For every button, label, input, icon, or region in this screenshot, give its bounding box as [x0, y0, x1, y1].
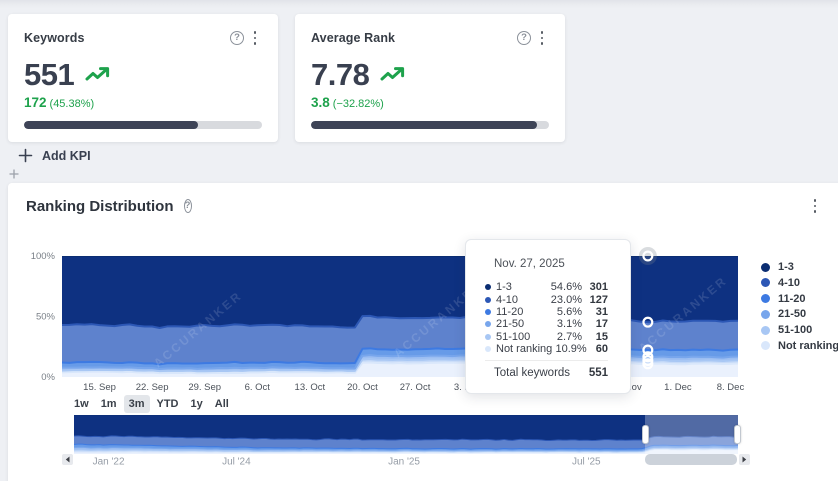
- kpi-help-button[interactable]: ?: [228, 29, 246, 47]
- tooltip-row: 4-10 23.0% 127: [485, 293, 608, 306]
- kpi-title: Keywords: [24, 31, 85, 45]
- series-dot: [485, 308, 491, 315]
- series-dot: [485, 321, 491, 328]
- help-icon: ?: [517, 31, 531, 45]
- kpi-progress-fill: [24, 121, 198, 129]
- svg-text:20. Oct: 20. Oct: [347, 382, 378, 393]
- kpi-progress-fill: [311, 121, 538, 129]
- trend-up-icon: [85, 66, 110, 80]
- series-dot: [485, 296, 491, 303]
- kpi-help-button[interactable]: ?: [515, 29, 533, 47]
- scroll-left-button[interactable]: [62, 454, 73, 465]
- top-shadow: [0, 0, 838, 9]
- kebab-icon: [253, 31, 257, 45]
- kpi-card-keywords: Keywords ? 551 172 (45.38%): [8, 14, 278, 142]
- svg-text:22. Sep: 22. Sep: [136, 382, 169, 393]
- kpi-delta: 3.8: [311, 95, 330, 110]
- scroll-right-button[interactable]: [739, 454, 750, 465]
- svg-text:Jan '22: Jan '22: [93, 457, 125, 468]
- chart-tooltip: Nov. 27, 2025 1-3 54.6% 301 4-10 23.0% 1…: [465, 239, 631, 394]
- legend-item-11-20[interactable]: 11-20: [761, 293, 838, 305]
- svg-text:27. Oct: 27. Oct: [400, 382, 431, 393]
- svg-text:Jul '25: Jul '25: [572, 457, 601, 468]
- range-1m-button[interactable]: 1m: [96, 395, 122, 413]
- tooltip-row: 51-100 2.7% 15: [485, 331, 608, 343]
- legend-dot: [761, 325, 770, 335]
- range-all-button[interactable]: All: [210, 395, 234, 413]
- series-dot: [485, 346, 491, 353]
- tooltip-row: 11-20 5.6% 31: [485, 306, 608, 318]
- panel-help-button[interactable]: ?: [174, 197, 192, 215]
- legend-item-not-ranking[interactable]: Not ranking: [761, 340, 838, 352]
- svg-text:13. Oct: 13. Oct: [295, 382, 326, 393]
- svg-text:29. Sep: 29. Sep: [188, 382, 221, 393]
- kpi-menu-button[interactable]: [533, 29, 551, 47]
- add-widget-button[interactable]: [9, 166, 19, 179]
- legend-dot: [761, 294, 770, 304]
- kebab-icon: [813, 199, 817, 213]
- svg-text:100%: 100%: [31, 251, 56, 262]
- svg-text:1. Dec: 1. Dec: [664, 382, 692, 393]
- kpi-value: 551: [24, 57, 75, 92]
- range-1y-button[interactable]: 1y: [186, 395, 208, 413]
- kpi-title: Average Rank: [311, 31, 396, 45]
- kebab-icon: [540, 31, 544, 45]
- navigator-selection[interactable]: [645, 414, 738, 454]
- scrollbar-thumb[interactable]: [645, 454, 737, 465]
- tooltip-total-row: Total keywords 551: [494, 367, 608, 380]
- kpi-menu-button[interactable]: [246, 29, 264, 47]
- legend-dot: [761, 309, 770, 319]
- svg-text:8. Dec: 8. Dec: [717, 382, 745, 393]
- kpi-progress-bar: [24, 121, 262, 129]
- legend-item-1-3[interactable]: 1-3: [761, 261, 838, 273]
- plus-icon: [18, 148, 33, 163]
- kpi-delta: 172: [24, 95, 47, 110]
- tooltip-divider: [485, 360, 608, 362]
- tooltip-row: 1-3 54.6% 301: [485, 281, 608, 293]
- chart-legend: 1-3 4-10 11-20 21-50 51-100 Not ranking: [761, 261, 838, 352]
- range-3m-button[interactable]: 3m: [123, 395, 150, 413]
- navigator-right-handle[interactable]: [734, 425, 741, 444]
- kpi-progress-bar: [311, 121, 549, 129]
- legend-item-51-100[interactable]: 51-100: [761, 324, 838, 336]
- legend-item-4-10[interactable]: 4-10: [761, 277, 838, 289]
- svg-text:6. Oct: 6. Oct: [245, 382, 271, 393]
- legend-dot: [761, 341, 770, 351]
- add-kpi-label: Add KPI: [42, 148, 91, 163]
- navigator-left-handle[interactable]: [642, 425, 649, 444]
- kpi-delta-pct: (−32.82%): [332, 98, 384, 110]
- svg-text:Jul '24: Jul '24: [222, 457, 251, 468]
- arrow-left-icon: [65, 456, 70, 463]
- help-icon: ?: [183, 199, 192, 213]
- legend-dot: [761, 262, 770, 272]
- kpi-delta-pct: (45.38%): [49, 98, 95, 110]
- ranking-distribution-panel: ACCURANKER ACCURANKER ACCURANKER 100% 50% 0% 1…: [8, 183, 838, 481]
- help-icon: ?: [230, 31, 244, 45]
- range-ytd-button[interactable]: YTD: [152, 395, 184, 413]
- trend-up-icon: [380, 66, 405, 80]
- small-plus-icon: [9, 169, 19, 179]
- svg-text:50%: 50%: [36, 312, 56, 323]
- legend-item-21-50[interactable]: 21-50: [761, 308, 838, 320]
- tooltip-date: Nov. 27, 2025: [494, 258, 565, 270]
- add-kpi-button[interactable]: Add KPI: [18, 148, 91, 163]
- tooltip-row: 21-50 3.1% 17: [485, 318, 608, 330]
- arrow-right-icon: [742, 456, 747, 463]
- panel-menu-button[interactable]: [806, 197, 824, 215]
- svg-text:Jan '25: Jan '25: [388, 457, 420, 468]
- range-1w-button[interactable]: 1w: [69, 395, 94, 413]
- legend-dot: [761, 278, 770, 288]
- kpi-value: 7.78: [311, 57, 370, 92]
- svg-text:0%: 0%: [41, 372, 55, 383]
- panel-title: Ranking Distribution: [26, 197, 174, 215]
- time-range-selector: 1w 1m 3m YTD 1y All: [69, 395, 234, 413]
- series-dot: [485, 284, 491, 291]
- series-dot: [485, 333, 491, 340]
- tooltip-row: Not ranking 10.9% 60: [485, 343, 608, 355]
- svg-text:15. Sep: 15. Sep: [83, 382, 116, 393]
- kpi-card-average-rank: Average Rank ? 7.78 3.8 (−32.82%): [295, 14, 565, 142]
